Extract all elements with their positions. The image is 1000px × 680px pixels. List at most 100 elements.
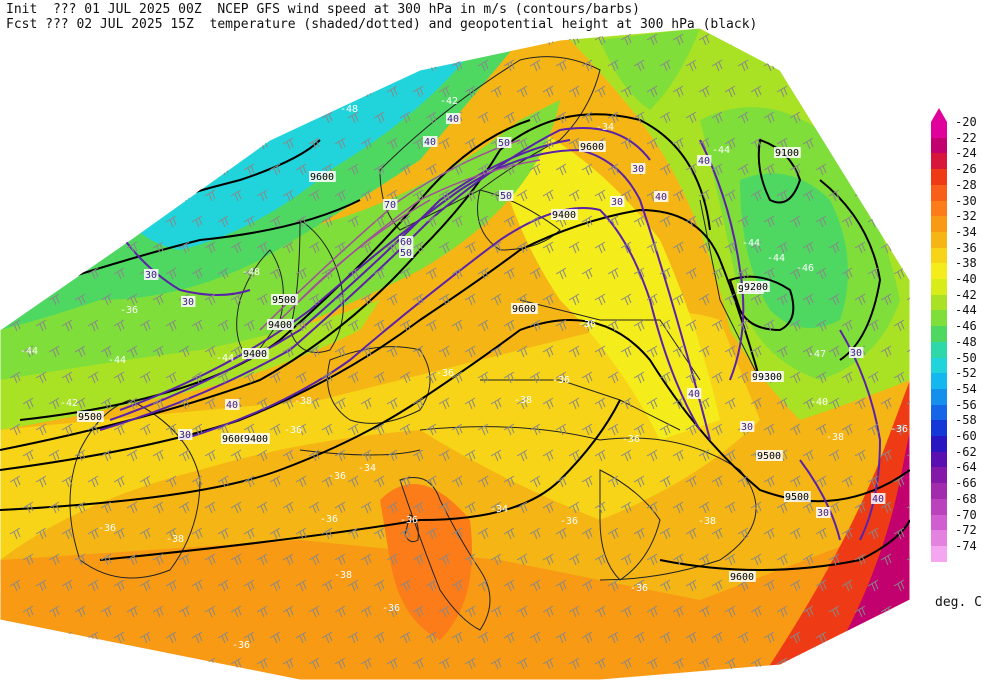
wind-barb [334, 137, 346, 150]
label-box [243, 433, 270, 444]
wind-barb [477, 267, 489, 280]
wind-barb [789, 267, 801, 280]
wind-barb [74, 657, 86, 670]
wind-barb [620, 137, 632, 150]
wind-barb [763, 267, 775, 280]
wind-barb [594, 189, 606, 202]
wind-barb [100, 137, 112, 150]
wind-barb [48, 85, 60, 98]
wind-barb [243, 371, 255, 384]
wind-barb [568, 345, 580, 358]
wind-barb [750, 85, 762, 98]
wind-barb [412, 85, 424, 98]
wind-barb [399, 423, 411, 436]
wind-barb [659, 631, 671, 644]
wind-barb [191, 267, 203, 280]
wind-barb [503, 59, 515, 72]
wind-barb [438, 241, 450, 254]
wind-barb [594, 449, 606, 462]
wind-barb [737, 59, 749, 72]
wind-barb [100, 501, 112, 514]
wind-barb [516, 553, 528, 566]
wind-barb [503, 267, 515, 280]
wind-barb [74, 189, 86, 202]
colorbar-swatch [931, 498, 947, 515]
map-label: -48 [242, 267, 260, 278]
wind-barb [607, 111, 619, 124]
map-label: -42 [440, 96, 458, 107]
wind-barb [334, 449, 346, 462]
wind-barb [204, 449, 216, 462]
wind-barb [698, 553, 710, 566]
wind-barb [113, 527, 125, 540]
wind-barb [269, 423, 281, 436]
wind-barb [256, 553, 268, 566]
wind-barb [542, 605, 554, 618]
wind-barb [568, 397, 580, 410]
wind-barb [22, 137, 34, 150]
wind-barb [399, 215, 411, 228]
wind-barb [217, 267, 229, 280]
wind-barb [828, 657, 840, 670]
wind-barb [256, 605, 268, 618]
wind-barb [893, 267, 905, 280]
map-label: 9300 [758, 372, 782, 383]
wind-barb [87, 319, 99, 332]
header-line-2: Fcst ??? 02 JUL 2025 15Z temperature (sh… [6, 17, 757, 32]
colorbar-label: -20 [955, 115, 977, 129]
wind-barb [646, 85, 658, 98]
wind-barb [724, 189, 736, 202]
wind-barb [165, 579, 177, 592]
wind-barb [243, 527, 255, 540]
wind-barb [776, 501, 788, 514]
wind-barb [360, 189, 372, 202]
wind-barb [542, 449, 554, 462]
wind-barb [789, 579, 801, 592]
wind-barb [698, 33, 710, 46]
wind-barb [685, 423, 697, 436]
wind-barb [425, 579, 437, 592]
colorbar-label: -50 [955, 350, 977, 365]
wind-barb [100, 345, 112, 358]
map-label: 9500 [785, 492, 809, 503]
wind-barb [230, 241, 242, 254]
wind-barb [607, 163, 619, 176]
wind-barb [841, 579, 853, 592]
wind-barb [35, 319, 47, 332]
wind-barb [451, 579, 463, 592]
label-box [816, 507, 831, 518]
wind-barb [165, 215, 177, 228]
wind-barb [828, 241, 840, 254]
wind-barb [828, 189, 840, 202]
wind-barb [724, 137, 736, 150]
colorbar-swatch [931, 263, 947, 280]
wind-barb [516, 345, 528, 358]
wind-barb [48, 449, 60, 462]
label-box [423, 136, 438, 147]
label-box [446, 113, 461, 124]
wind-barb [776, 553, 788, 566]
wind-barb [412, 345, 424, 358]
wind-barb [230, 293, 242, 306]
wind-barb [35, 267, 47, 280]
wind-barb [165, 111, 177, 124]
wind-barb [451, 215, 463, 228]
wind-barb [867, 371, 879, 384]
wind-barb [100, 241, 112, 254]
wind-barb [464, 553, 476, 566]
wind-barb [126, 501, 138, 514]
wind-barb [906, 657, 910, 670]
wind-barb [22, 397, 34, 410]
wind-barb [100, 85, 112, 98]
wind-barb [360, 553, 372, 566]
wind-barb [321, 371, 333, 384]
wind-barb [321, 527, 333, 540]
wind-barb [880, 293, 892, 306]
wind-barb [165, 475, 177, 488]
label-box [267, 319, 294, 330]
wind-barb [711, 371, 723, 384]
wind-barb [672, 345, 684, 358]
wind-barb [776, 189, 788, 202]
wind-barb [191, 111, 203, 124]
wind-barb [178, 137, 190, 150]
